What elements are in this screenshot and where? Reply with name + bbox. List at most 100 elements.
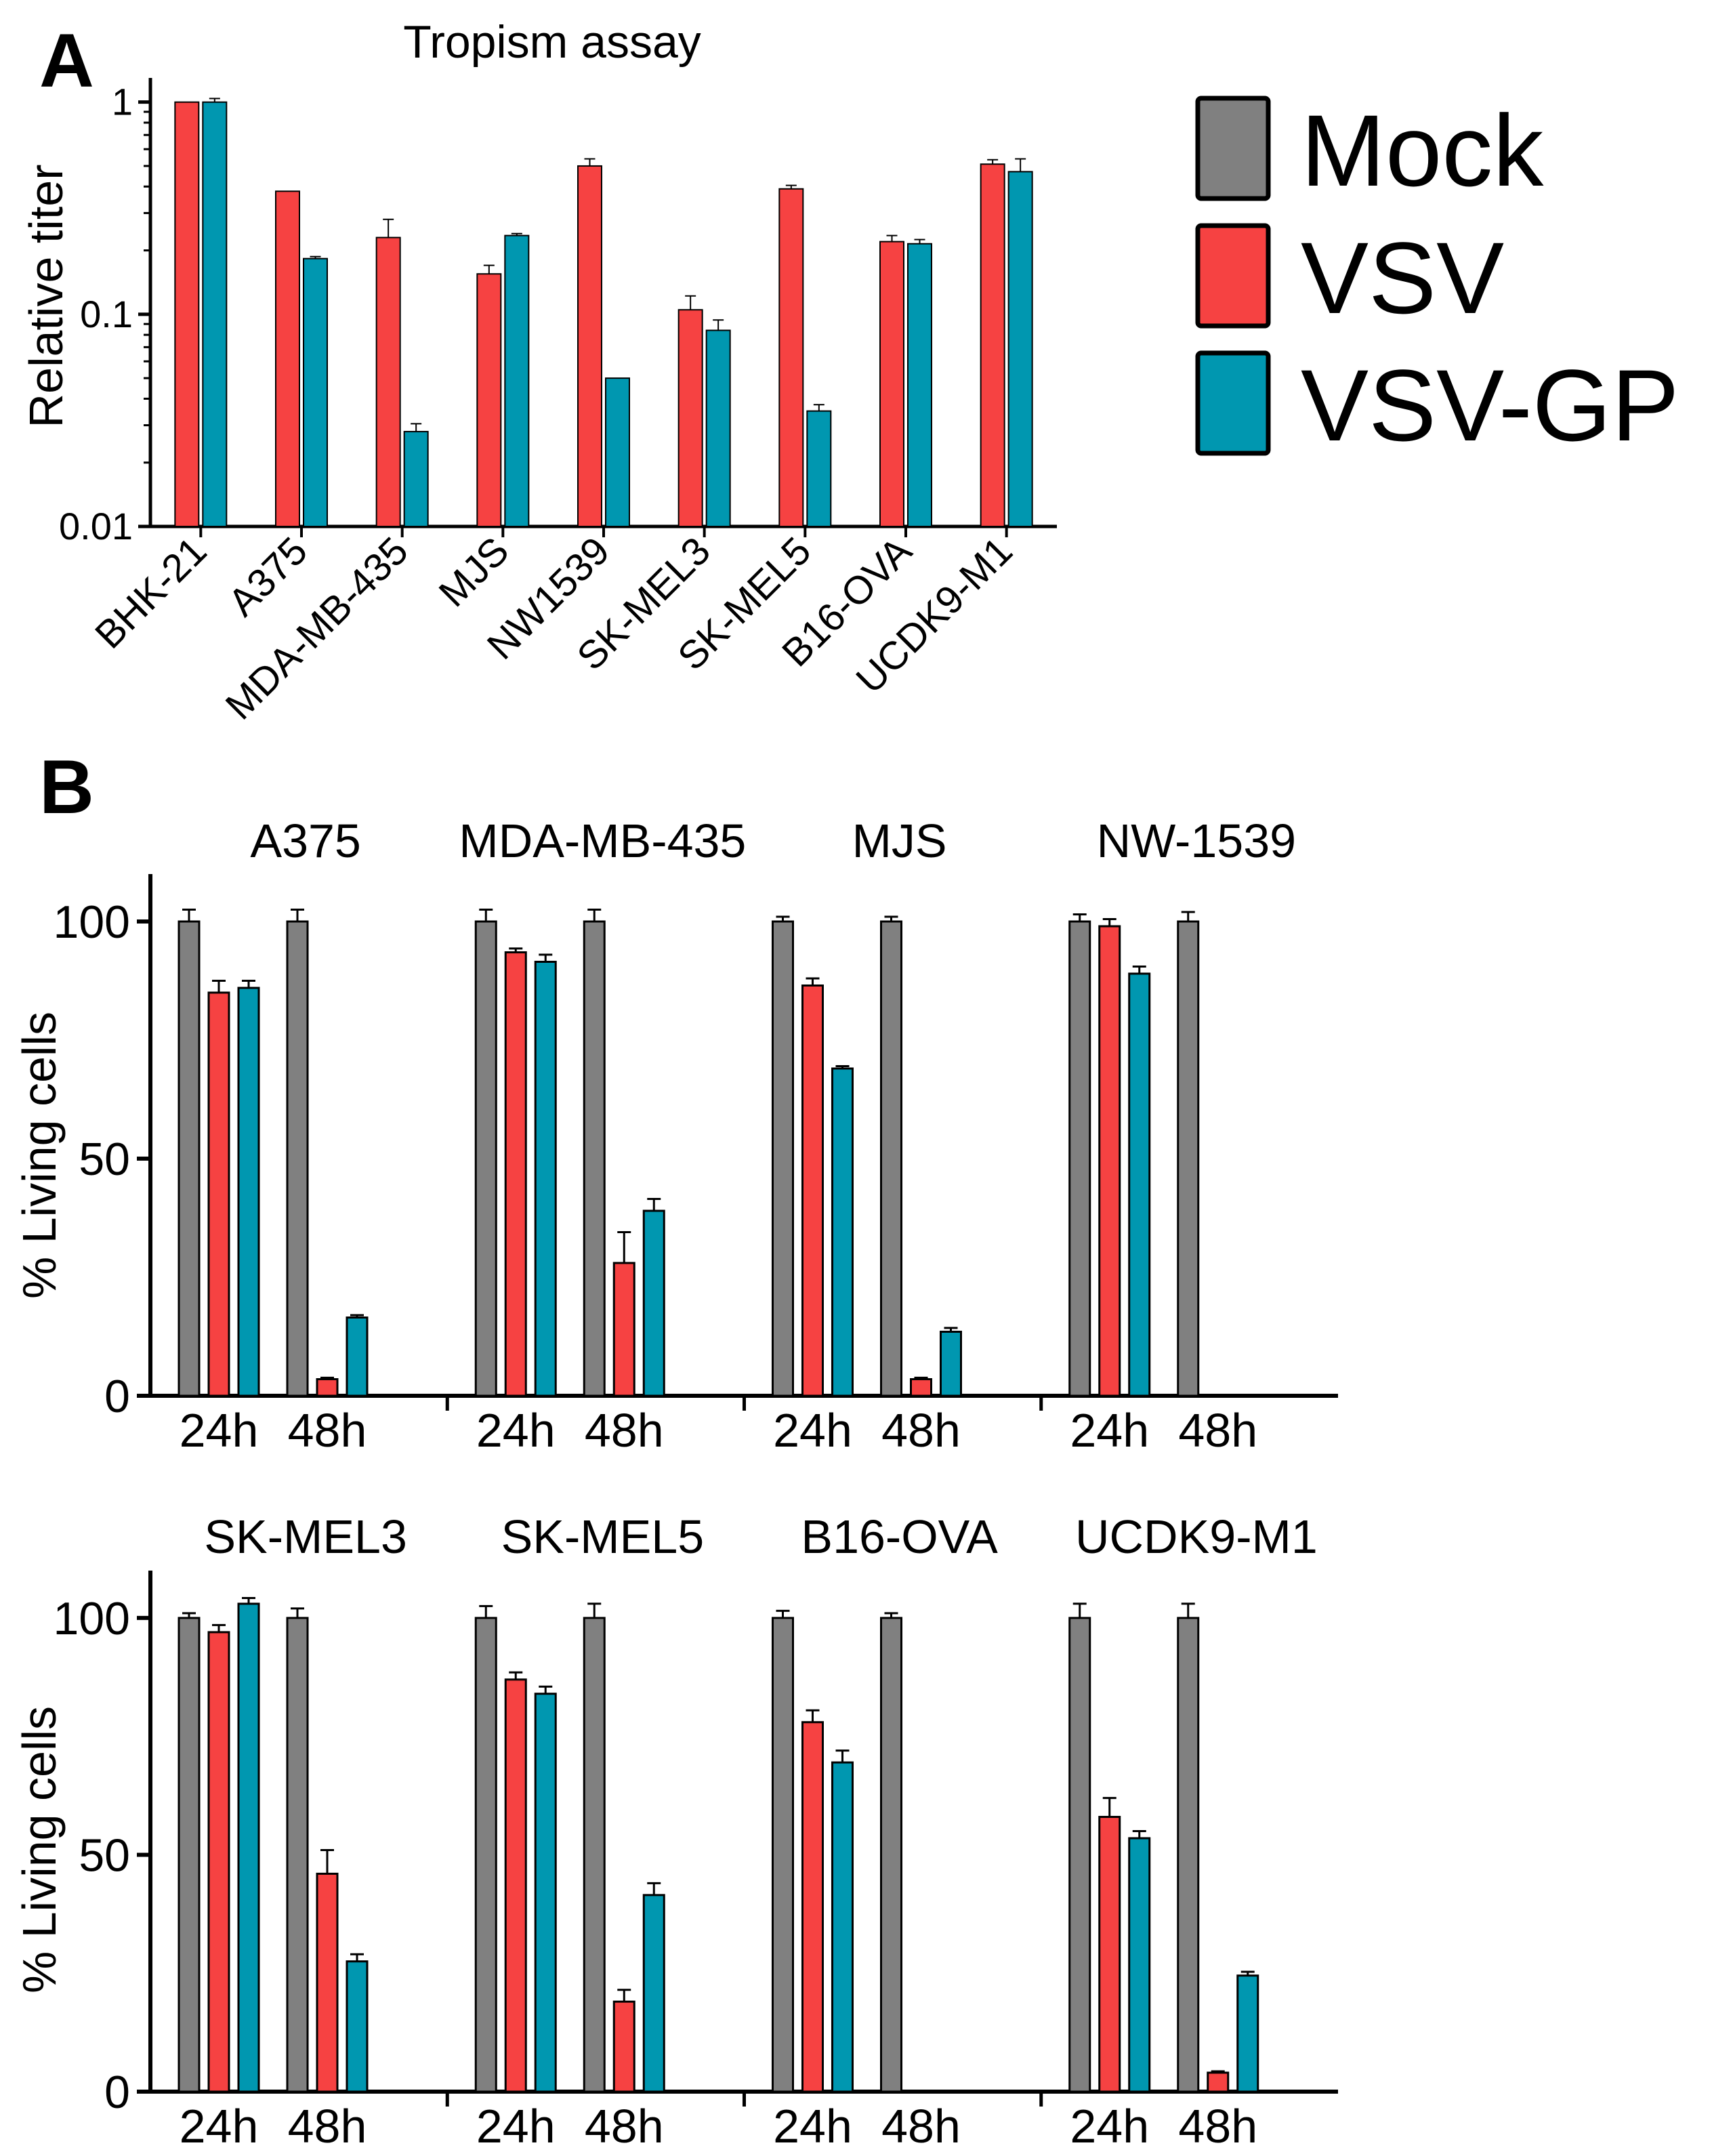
bar-a-vsv-5 [677,309,703,527]
bar-mock [772,1617,794,2093]
bar-vsv [1098,1816,1121,2093]
timepoint-label: 24h [476,1404,556,1457]
bar-a-vsv-8 [980,163,1005,527]
bar-a-vsv-2 [375,236,401,527]
ytick-label: 50 [79,1134,130,1185]
timepoint-label: 24h [476,2100,556,2153]
bar-vsv-gp [831,1067,854,1397]
group-title: SK-MEL5 [501,1510,705,1563]
bar-a-vsv-gp-5 [705,329,731,527]
chart-a-ytick-label: 0.01 [59,505,133,547]
bar-mock [1068,920,1091,1397]
bar-vsv [316,1872,339,2093]
ytick-label: 50 [79,1829,130,1881]
bar-vsv [504,1678,527,2093]
bar-mock [474,920,497,1397]
chart-a-title: Tropism assay [403,16,701,68]
bar-a-vsv-gp-8 [1007,171,1033,528]
chart-b-top: 0 50 100 A375 24h 48h MDA-MB-435 24h 48h MJS 24h 48… [54,814,1338,1457]
chart-a-ytick-label: 1 [112,81,133,123]
group-title: UCDK9-M1 [1075,1510,1318,1563]
bar-vsv [207,1631,230,2093]
bar-mock [178,920,201,1397]
timepoint-label: 48h [288,2100,367,2153]
chart-b-bottom-ylabel: % Living cells [13,1706,66,1993]
bar-vsv-gp [642,1209,665,1397]
bar-mock [880,1617,902,2093]
timepoint-label: 24h [180,2100,259,2153]
timepoint-label: 24h [180,1404,259,1457]
bar-a-vsv-gp-6 [806,410,832,527]
legend: Mock VSV VSV-GP [1195,94,1679,462]
bar-vsv [207,991,230,1397]
bar-mock [286,920,309,1397]
ytick-label: 100 [54,896,130,948]
bar-vsv-gp [642,1894,665,2093]
bar-vsv-gp [1236,1974,1259,2093]
timepoint-label: 24h [773,2100,852,2153]
bar-vsv-gp [346,1960,369,2093]
bar-mock [474,1617,497,2093]
timepoint-label: 24h [1070,2100,1149,2153]
group-title: SK-MEL3 [204,1510,407,1563]
chart-b-bottom: 0 50 100 SK-MEL3 24h 48h SK-MEL5 24h 48h B16-OVA 2… [54,1510,1338,2153]
bar-mock [178,1617,201,2093]
bar-vsv-gp [534,1693,557,2093]
bar-mock [1177,1617,1200,2093]
bar-mock [880,920,902,1397]
bar-a-vsv-0 [174,101,200,527]
bar-vsv-gp [831,1761,854,2093]
timepoint-label: 48h [881,2100,961,2153]
ytick-label: 100 [54,1593,130,1644]
bar-vsv [1207,2071,1230,2093]
panel-label-b: B [39,745,94,829]
timepoint-label: 24h [1070,1404,1149,1457]
bar-vsv [801,1721,824,2093]
bar-vsv-gp [1128,1837,1151,2093]
bar-vsv [612,1262,635,1397]
bar-vsv [504,951,527,1397]
ytick-label: 0 [104,1371,130,1422]
bar-a-vsv-gp-7 [907,243,932,527]
bar-vsv-gp [1128,972,1151,1397]
bar-a-vsv-gp-2 [403,430,429,527]
timepoint-label: 48h [585,1404,664,1457]
bar-a-vsv-gp-1 [303,257,328,527]
bar-vsv [612,2000,635,2093]
timepoint-label: 24h [773,1404,852,1457]
bar-vsv-gp [534,961,557,1397]
bar-vsv-gp [940,1331,962,1397]
category-label: MDA-MB-435 [217,528,416,728]
bar-mock [772,920,794,1397]
group-title: B16-OVA [801,1510,998,1563]
timepoint-label: 48h [585,2100,664,2153]
bar-mock [583,1617,606,2093]
chart-a-ylabel: Relative titer [20,164,72,428]
bar-mock [583,920,606,1397]
panel-label-a: A [39,18,94,103]
group-title: NW-1539 [1097,814,1296,867]
category-label: MJS [431,528,518,615]
timepoint-label: 48h [1178,1404,1257,1457]
bar-a-vsv-gp-3 [504,234,530,527]
bar-vsv-gp [237,987,260,1397]
legend-label-mock: Mock [1301,94,1544,207]
chart-a-ytick-label: 0.1 [80,293,133,335]
bar-vsv-gp [346,1317,369,1397]
group-title: A375 [250,814,360,867]
bar-a-vsv-3 [476,273,502,527]
bar-mock [286,1617,309,2093]
timepoint-label: 48h [288,1404,367,1457]
group-title: MJS [852,814,947,867]
legend-label-vsv-gp: VSV-GP [1301,348,1679,462]
timepoint-label: 48h [1178,2100,1257,2153]
bar-a-vsv-gp-0 [202,101,228,527]
bar-vsv [910,1378,932,1397]
legend-swatch-vsv-gp [1195,350,1271,456]
bar-vsv-gp [237,1602,260,2093]
bar-mock [1068,1617,1091,2093]
bar-a-vsv-1 [275,190,300,527]
bar-a-vsv-4 [577,165,602,527]
